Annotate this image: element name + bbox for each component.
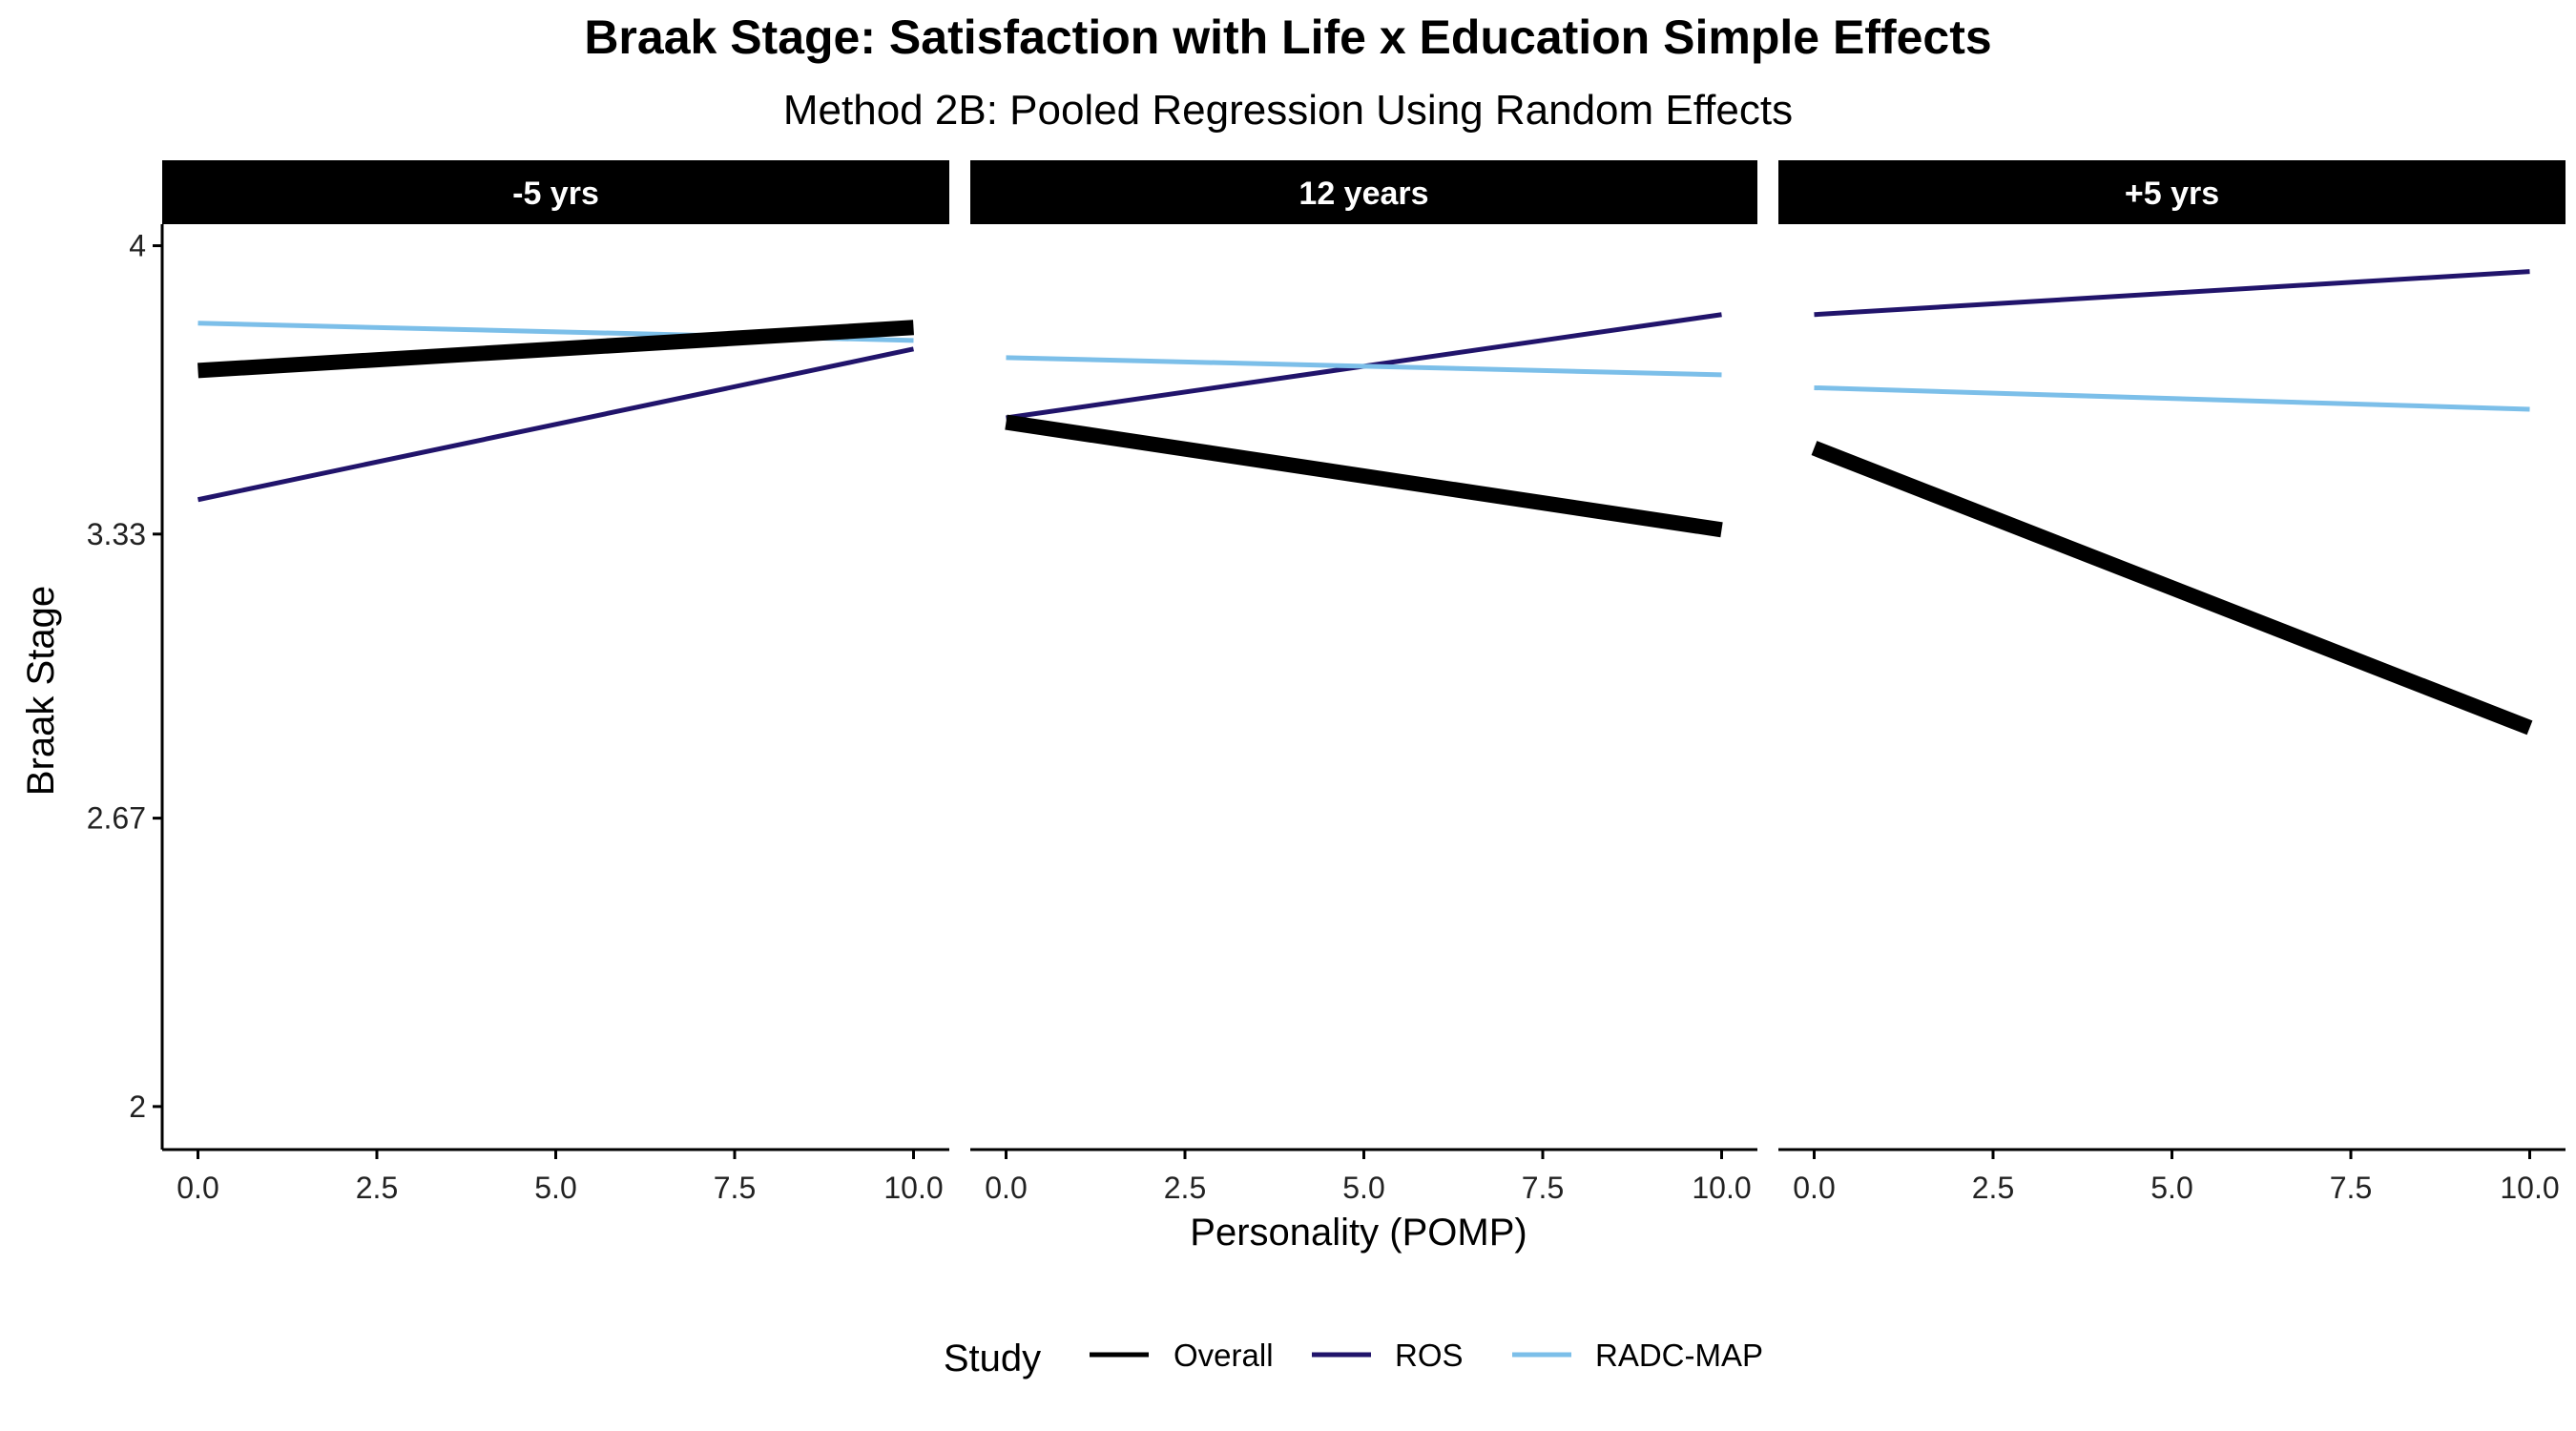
y-tick-label: 3.33 [87,517,146,551]
x-tick-label: 5.0 [2150,1171,2192,1205]
series-line-overall [197,320,914,379]
series-line-ros [1814,269,2530,318]
series-line-ros [197,346,915,503]
x-tick-label: 2.5 [1164,1171,1206,1205]
series-line-radc-map [1006,355,1722,378]
facet-strip [970,160,1757,224]
x-tick-label: 2.5 [1972,1171,2014,1205]
y-tick-label: 4 [129,229,146,263]
chart-title: Braak Stage: Satisfaction with Life x Ed… [584,10,1991,64]
series-line-radc-map [1814,384,2530,412]
y-tick-label: 2.67 [87,801,146,836]
x-tick-label: 0.0 [985,1171,1027,1205]
chart-subtitle: Method 2B: Pooled Regression Using Rando… [783,87,1793,134]
x-axis-label: Personality (POMP) [1190,1212,1527,1254]
facet-strip-label: -5 yrs [512,176,599,212]
x-tick-label: 7.5 [1522,1171,1564,1205]
legend-label: RADC-MAP [1595,1338,1763,1373]
legend-title: Study [944,1338,1041,1379]
facet-panel: 12 years 0.0 2.5 5.0 7.5 10.0 [970,160,1757,1205]
y-tick-label: 2 [129,1089,146,1124]
series-line-overall [1811,441,2533,736]
facet-strip [162,160,949,224]
x-tick-label: 7.5 [714,1171,756,1205]
x-tick-label: 10.0 [1692,1171,1751,1205]
legend: Study Overall ROS RADC-MAP [944,1338,1763,1379]
facet-strip [1778,160,2566,224]
facet-panel: -5 yrs 0.0 2.5 5.0 7.5 10.0 2 2.67 3.33 4 [87,160,949,1205]
facet-panels: -5 yrs 0.0 2.5 5.0 7.5 10.0 2 2.67 3.33 4 12 years… [87,160,2566,1205]
x-tick-label: 5.0 [1342,1171,1384,1205]
x-tick-label: 0.0 [177,1171,218,1205]
y-axis-label: Braak Stage [20,586,62,796]
facet-strip-label: 12 years [1298,176,1428,212]
x-tick-label: 2.5 [356,1171,398,1205]
x-tick-label: 5.0 [534,1171,576,1205]
x-tick-label: 10.0 [2500,1171,2559,1205]
legend-label: ROS [1395,1338,1464,1373]
legend-label: Overall [1174,1338,1274,1373]
facet-panel: +5 yrs 0.0 2.5 5.0 7.5 10.0 [1778,160,2566,1205]
series-line-overall [1005,414,1723,538]
facet-strip-label: +5 yrs [2125,176,2219,212]
x-tick-label: 10.0 [883,1171,943,1205]
x-tick-label: 7.5 [2330,1171,2372,1205]
x-tick-label: 0.0 [1793,1171,1835,1205]
